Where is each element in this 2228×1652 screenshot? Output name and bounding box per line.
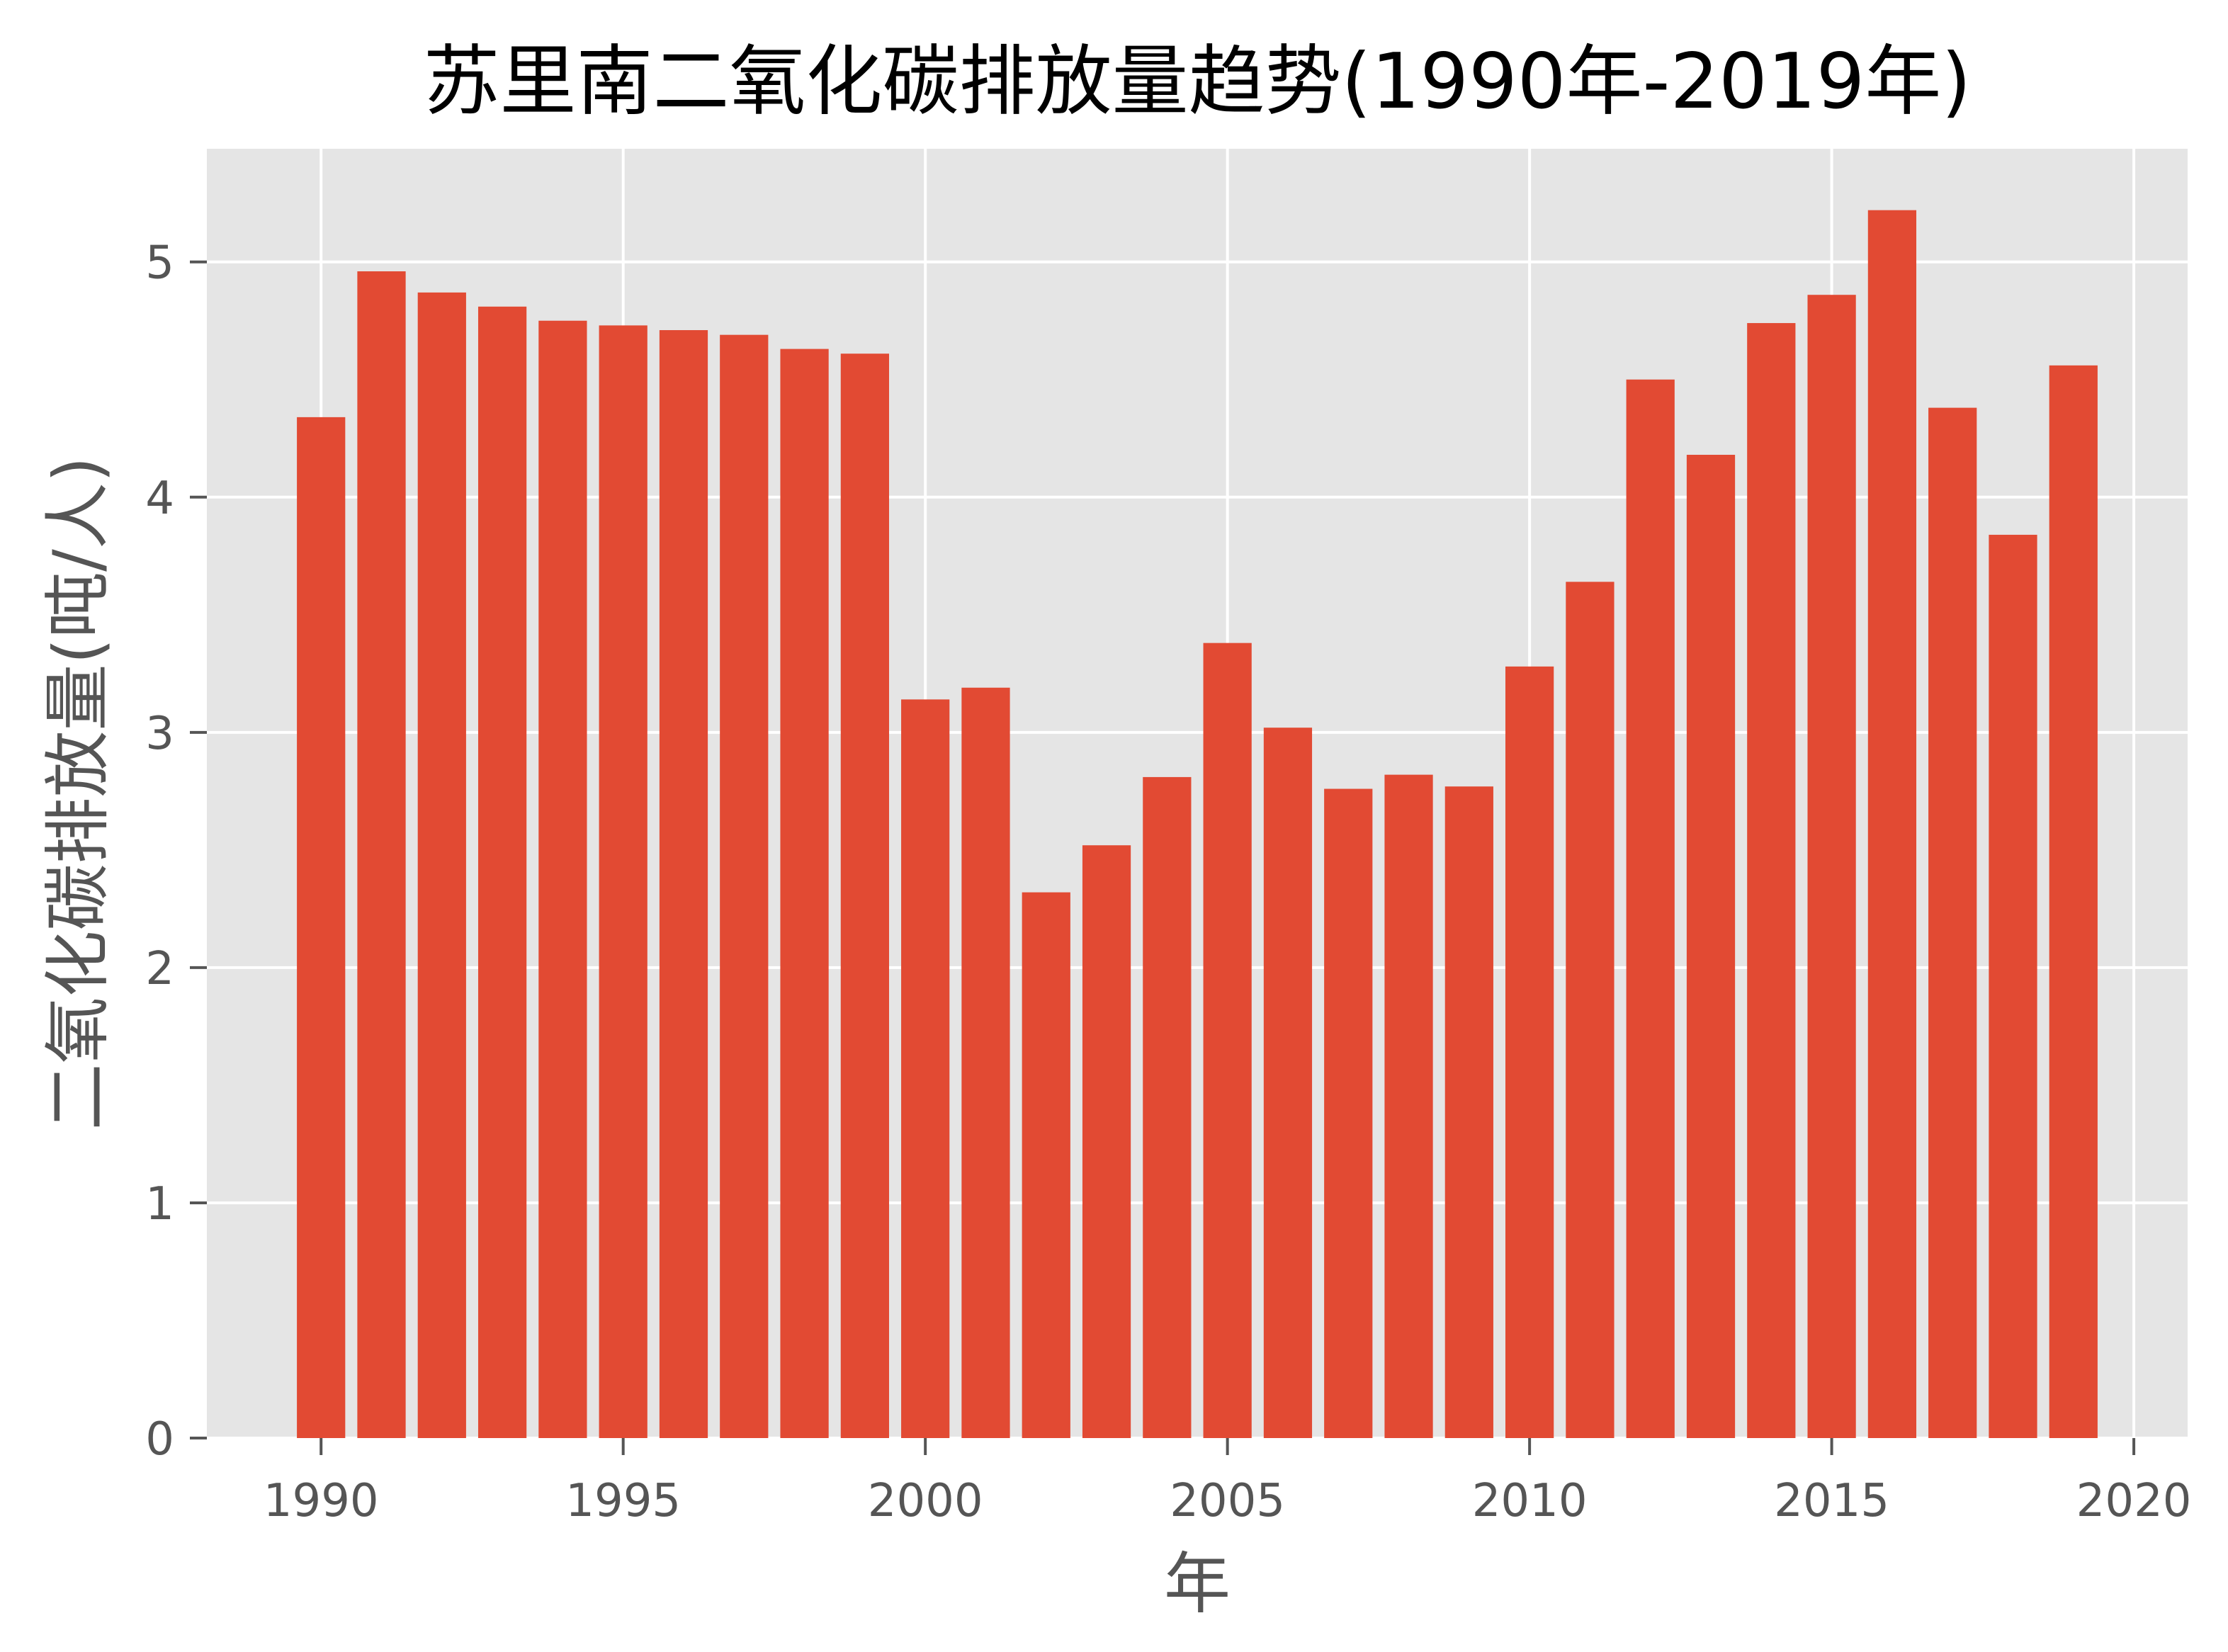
y-axis-ticks: 0 1 2 3 4 5 xyxy=(145,237,207,1466)
x-tick-label: 1990 xyxy=(264,1475,379,1527)
bar-1990 xyxy=(297,417,346,1438)
bar-2012 xyxy=(1626,379,1675,1439)
x-tick-label: 2005 xyxy=(1170,1475,1285,1527)
bar-1991 xyxy=(357,271,406,1439)
bar-1997 xyxy=(720,334,769,1438)
bar-2019 xyxy=(2049,365,2098,1438)
bar-2004 xyxy=(1143,776,1192,1438)
x-tick-label: 2015 xyxy=(1774,1475,1889,1527)
bar-2016 xyxy=(1867,210,1917,1439)
bar-1993 xyxy=(477,306,527,1438)
x-tick-label: 2010 xyxy=(1472,1475,1588,1527)
bar-1998 xyxy=(780,349,829,1438)
bar-1994 xyxy=(538,320,587,1439)
bar-2000 xyxy=(901,699,950,1439)
bar-1996 xyxy=(659,330,708,1438)
y-tick-label: 5 xyxy=(145,237,174,290)
bar-2013 xyxy=(1686,455,1736,1438)
bar-2011 xyxy=(1566,582,1615,1438)
bar-2002 xyxy=(1022,892,1070,1438)
x-axis-ticks: 1990 1995 2000 2005 2010 2015 2020 xyxy=(264,1438,2192,1527)
bar-2010 xyxy=(1505,666,1554,1438)
bars xyxy=(297,210,2098,1439)
bar-2001 xyxy=(961,687,1010,1438)
y-tick-label: 1 xyxy=(145,1178,174,1230)
bar-2007 xyxy=(1324,788,1373,1438)
y-tick-label: 0 xyxy=(145,1413,174,1466)
bar-2017 xyxy=(1928,407,1977,1438)
bar-1992 xyxy=(417,292,466,1438)
y-tick-label: 4 xyxy=(145,473,174,525)
bar-2009 xyxy=(1444,786,1493,1438)
bar-2015 xyxy=(1807,295,1856,1438)
bar-2005 xyxy=(1203,643,1252,1438)
bar-2014 xyxy=(1747,323,1796,1438)
chart-title: 苏里南二氧化碳排放量趋势(1990年-2019年) xyxy=(424,38,1972,126)
bar-1999 xyxy=(840,353,889,1438)
bar-2018 xyxy=(1989,534,2037,1438)
x-tick-label: 1995 xyxy=(565,1475,681,1527)
y-tick-label: 2 xyxy=(145,943,174,995)
x-tick-label: 2020 xyxy=(2076,1475,2192,1527)
bar-1995 xyxy=(599,325,648,1438)
x-tick-label: 2000 xyxy=(868,1475,983,1527)
x-axis-label: 年 xyxy=(1164,1546,1231,1623)
y-tick-label: 3 xyxy=(145,708,174,760)
plot-background xyxy=(207,149,2188,1438)
bar-2008 xyxy=(1384,774,1433,1438)
y-axis-label: 二氧化碳排放量(吨/人) xyxy=(40,456,117,1130)
y-gridlines xyxy=(207,260,2188,1439)
bar-2003 xyxy=(1082,845,1131,1438)
bar-2006 xyxy=(1263,728,1313,1438)
